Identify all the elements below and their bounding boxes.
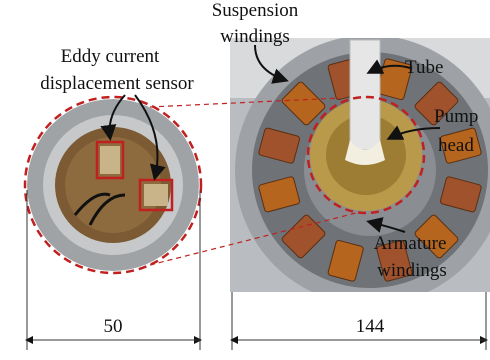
- dimension-label: 50: [104, 316, 123, 337]
- callout-label: Eddy current: [61, 46, 160, 67]
- callout-label: windings: [377, 260, 447, 281]
- callout-label: windings: [220, 26, 290, 47]
- callout-label: head: [438, 135, 474, 156]
- callout-label: Pump: [434, 106, 478, 127]
- callout-label: displacement sensor: [40, 73, 194, 94]
- callout-label: Tube: [405, 57, 443, 78]
- dimension-label: 144: [356, 316, 385, 337]
- callout-label: Armature: [374, 233, 447, 254]
- stator-photo: [230, 35, 490, 305]
- callout-label: Suspension: [212, 0, 299, 21]
- figure: 50 144 Suspension windings Eddy current dis…: [0, 0, 490, 360]
